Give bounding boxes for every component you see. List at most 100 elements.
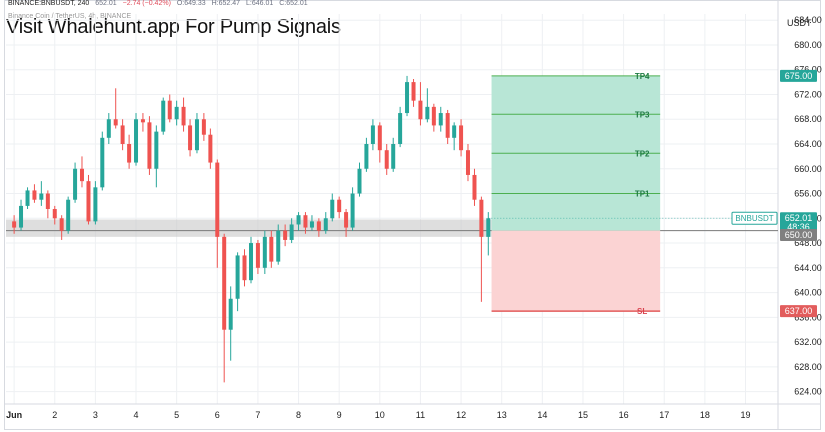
candle-up bbox=[39, 193, 44, 200]
y-tick-label: 636.00 bbox=[794, 312, 822, 322]
candle-down bbox=[86, 181, 91, 222]
candle-up bbox=[296, 215, 301, 225]
price-badge-text: 650.00 bbox=[785, 230, 813, 240]
candle-up bbox=[364, 144, 369, 169]
loss-zone bbox=[491, 230, 661, 312]
candle-down bbox=[303, 215, 308, 228]
candle-up bbox=[405, 82, 410, 114]
candle-down bbox=[411, 82, 416, 101]
x-tick-label: 15 bbox=[578, 410, 588, 420]
candle-up bbox=[19, 205, 24, 228]
candle-up bbox=[357, 168, 362, 194]
candle-up bbox=[73, 168, 78, 200]
candle-down bbox=[32, 190, 37, 200]
candle-down bbox=[45, 193, 50, 209]
y-tick-label: 672.00 bbox=[794, 89, 822, 99]
candle-up bbox=[262, 236, 267, 268]
candle-up bbox=[391, 144, 396, 169]
candle-down bbox=[418, 100, 423, 120]
candle-down bbox=[59, 218, 64, 231]
y-tick-label: 656.00 bbox=[794, 189, 822, 199]
currency-label: USDT bbox=[787, 18, 812, 28]
candle-up bbox=[486, 218, 491, 237]
x-tick-label: 12 bbox=[456, 410, 466, 420]
candle-up bbox=[161, 100, 166, 132]
x-tick-label: 4 bbox=[134, 410, 139, 420]
symbol-badge-text: BNBUSDT bbox=[735, 214, 773, 223]
low-value: L:646.01 bbox=[246, 0, 274, 7]
symbol-description: Binance Coin / TetherUS, 4h, BINANCE bbox=[8, 13, 132, 20]
y-tick-label: 668.00 bbox=[794, 114, 822, 124]
candle-down bbox=[201, 119, 206, 135]
candle-down bbox=[479, 199, 484, 237]
watermark-text: Visit Whalehunt.app For Pump Signals bbox=[6, 16, 341, 38]
x-tick-label: 9 bbox=[337, 410, 342, 420]
x-tick-label: 13 bbox=[497, 410, 507, 420]
y-tick-label: 684.00 bbox=[794, 15, 822, 25]
stop-loss-label: SL bbox=[637, 307, 647, 316]
candle-down bbox=[283, 230, 288, 240]
candle-down bbox=[208, 134, 213, 163]
support-zone bbox=[6, 219, 492, 237]
candle-down bbox=[140, 119, 145, 123]
candle-up bbox=[235, 255, 240, 299]
candle-up bbox=[106, 119, 111, 138]
candle-up bbox=[425, 106, 430, 120]
candle-up bbox=[438, 113, 443, 126]
x-tick-label: Jun bbox=[6, 410, 22, 420]
price-badge bbox=[780, 229, 817, 241]
symbol-badge bbox=[731, 211, 778, 225]
candle-up bbox=[154, 131, 159, 169]
x-tick-label: 2 bbox=[52, 410, 57, 420]
x-tick-label: 14 bbox=[537, 410, 547, 420]
candle-up bbox=[323, 218, 328, 231]
x-tick-label: 11 bbox=[416, 410, 425, 420]
x-tick-label: 7 bbox=[255, 410, 260, 420]
candle-up bbox=[66, 199, 71, 231]
candle-up bbox=[330, 199, 335, 219]
candle-down bbox=[127, 144, 132, 163]
candle-down bbox=[377, 125, 382, 151]
y-tick-label: 632.00 bbox=[794, 337, 822, 347]
candle-down bbox=[431, 106, 436, 126]
chart-frame bbox=[4, 0, 821, 430]
y-tick-label: 660.00 bbox=[794, 164, 822, 174]
x-tick-label: 6 bbox=[215, 410, 220, 420]
high-value: H:652.47 bbox=[211, 0, 241, 7]
price-badge bbox=[780, 69, 817, 82]
candle-up bbox=[228, 298, 233, 330]
symbol-name[interactable]: BINANCE:BNBUSDT, 240 bbox=[8, 0, 90, 7]
target-label-tp1: TP1 bbox=[635, 190, 650, 199]
candle-up bbox=[370, 125, 375, 144]
candle-down bbox=[465, 150, 470, 175]
candle-down bbox=[215, 162, 220, 237]
x-tick-label: 17 bbox=[659, 410, 669, 420]
y-tick-label: 628.00 bbox=[794, 362, 822, 372]
y-tick-label: 664.00 bbox=[794, 139, 822, 149]
candle-down bbox=[472, 174, 477, 200]
price-change: −2.74 (−0.42%) bbox=[122, 0, 171, 7]
candle-down bbox=[222, 236, 227, 330]
candle-up bbox=[194, 119, 199, 151]
candle-up bbox=[452, 125, 457, 138]
x-tick-label: 18 bbox=[700, 410, 710, 420]
close-value: C:652.01 bbox=[279, 0, 308, 7]
price-badge-text: 652.01 bbox=[785, 213, 813, 223]
candle-up bbox=[309, 221, 314, 228]
price-badge-text: 637.00 bbox=[785, 306, 813, 316]
candle-down bbox=[113, 119, 118, 126]
x-tick-label: 5 bbox=[174, 410, 179, 420]
target-label-tp2: TP2 bbox=[635, 149, 650, 158]
candle-up bbox=[249, 243, 254, 281]
candle-down bbox=[52, 209, 57, 219]
candle-down bbox=[459, 125, 464, 151]
symbol-legend: BINANCE:BNBUSDT, 240 652.01 −2.74 (−0.42… bbox=[8, 0, 312, 9]
candle-down bbox=[188, 125, 193, 151]
last-price: 652.01 bbox=[95, 0, 117, 7]
candle-up bbox=[25, 190, 30, 206]
y-tick-label: 640.00 bbox=[794, 288, 822, 298]
candle-down bbox=[384, 150, 389, 169]
target-label-tp3: TP3 bbox=[635, 110, 650, 119]
candle-up bbox=[174, 106, 179, 120]
